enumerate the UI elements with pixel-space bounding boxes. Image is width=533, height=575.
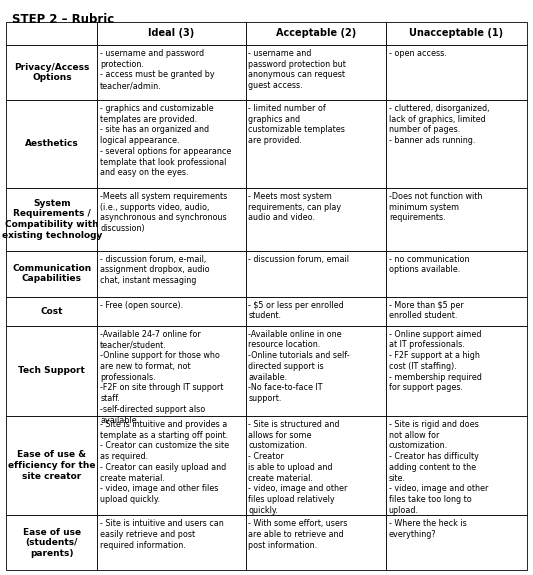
- Text: - open access.: - open access.: [389, 49, 447, 58]
- Text: Unacceptable (1): Unacceptable (1): [409, 28, 504, 39]
- Text: - no communication
options available.: - no communication options available.: [389, 255, 470, 274]
- Bar: [246, 416, 386, 515]
- Text: System
Requirements /
Compatibility with
existing technology: System Requirements / Compatibility with…: [2, 198, 102, 240]
- Text: -Available 24-7 online for
teacher/student.
-Online support for those who
are ne: -Available 24-7 online for teacher/stude…: [100, 329, 223, 424]
- Bar: [6, 297, 98, 325]
- Bar: [246, 297, 386, 325]
- Text: - limited number of
graphics and
customizable templates
are provided.: - limited number of graphics and customi…: [248, 104, 345, 145]
- Bar: [6, 22, 98, 45]
- Text: -Does not function with
minimum system
requirements.: -Does not function with minimum system r…: [389, 192, 482, 223]
- Bar: [386, 22, 527, 45]
- Text: - More than $5 per
enrolled student.: - More than $5 per enrolled student.: [389, 301, 464, 320]
- Text: Ideal (3): Ideal (3): [148, 28, 195, 39]
- Text: - username and password
protection.
- access must be granted by
teacher/admin.: - username and password protection. - ac…: [100, 49, 215, 90]
- Text: - graphics and customizable
templates are provided.
- site has an organized and
: - graphics and customizable templates ar…: [100, 104, 231, 178]
- Text: Ease of use
(students/
parents): Ease of use (students/ parents): [23, 528, 81, 558]
- Bar: [98, 515, 246, 570]
- Text: - discussion forum, e-mail,
assignment dropbox, audio
chat, instant messaging: - discussion forum, e-mail, assignment d…: [100, 255, 209, 285]
- Text: - Site is intuitive and users can
easily retrieve and post
required information.: - Site is intuitive and users can easily…: [100, 519, 224, 550]
- Text: STEP 2 – Rubric: STEP 2 – Rubric: [12, 13, 114, 26]
- Text: - Meets most system
requirements, can play
audio and video.: - Meets most system requirements, can pl…: [248, 192, 342, 223]
- Bar: [98, 100, 246, 188]
- Text: -Available online in one
resource location.
-Online tutorials and self-
directed: -Available online in one resource locati…: [248, 329, 350, 403]
- Bar: [386, 515, 527, 570]
- Text: - Site is rigid and does
not allow for
customization.
- Creator has difficulty
a: - Site is rigid and does not allow for c…: [389, 420, 488, 515]
- Bar: [246, 251, 386, 297]
- Bar: [98, 45, 246, 100]
- Text: - With some effort, users
are able to retrieve and
post information.: - With some effort, users are able to re…: [248, 519, 348, 550]
- Text: Acceptable (2): Acceptable (2): [276, 28, 356, 39]
- Bar: [6, 45, 98, 100]
- Bar: [246, 45, 386, 100]
- Bar: [6, 416, 98, 515]
- Bar: [6, 251, 98, 297]
- Bar: [98, 22, 246, 45]
- Bar: [98, 416, 246, 515]
- Bar: [6, 100, 98, 188]
- Text: - $5 or less per enrolled
student.: - $5 or less per enrolled student.: [248, 301, 344, 320]
- Bar: [98, 188, 246, 251]
- Text: - Free (open source).: - Free (open source).: [100, 301, 183, 309]
- Text: Aesthetics: Aesthetics: [25, 139, 79, 148]
- Bar: [386, 100, 527, 188]
- Bar: [246, 515, 386, 570]
- Text: - Site is structured and
allows for some
customization.
- Creator
is able to upl: - Site is structured and allows for some…: [248, 420, 348, 515]
- Text: - discussion forum, email: - discussion forum, email: [248, 255, 349, 264]
- Bar: [386, 251, 527, 297]
- Text: - username and
password protection but
anonymous can request
guest access.: - username and password protection but a…: [248, 49, 346, 90]
- Text: - Where the heck is
everything?: - Where the heck is everything?: [389, 519, 466, 539]
- Bar: [386, 45, 527, 100]
- Bar: [246, 188, 386, 251]
- Bar: [386, 416, 527, 515]
- Bar: [386, 188, 527, 251]
- Text: - Online support aimed
at IT professionals.
- F2F support at a high
cost (IT sta: - Online support aimed at IT professiona…: [389, 329, 482, 392]
- Bar: [246, 100, 386, 188]
- Bar: [246, 22, 386, 45]
- Text: Ease of use &
efficiency for the
site creator: Ease of use & efficiency for the site cr…: [8, 450, 95, 481]
- Text: Privacy/Access
Options: Privacy/Access Options: [14, 63, 90, 82]
- Bar: [98, 297, 246, 325]
- Bar: [6, 515, 98, 570]
- Text: Communication
Capabilities: Communication Capabilities: [12, 264, 92, 283]
- Bar: [386, 297, 527, 325]
- Text: -Meets all system requirements
(i.e., supports video, audio,
asynchronous and sy: -Meets all system requirements (i.e., su…: [100, 192, 228, 233]
- Bar: [6, 188, 98, 251]
- Text: Cost: Cost: [41, 306, 63, 316]
- Bar: [6, 325, 98, 416]
- Text: Tech Support: Tech Support: [19, 366, 85, 375]
- Bar: [246, 325, 386, 416]
- Bar: [98, 325, 246, 416]
- Bar: [98, 251, 246, 297]
- Text: - Site is intuitive and provides a
template as a starting off point.
- Creator c: - Site is intuitive and provides a templ…: [100, 420, 229, 504]
- Text: - cluttered, disorganized,
lack of graphics, limited
number of pages.
- banner a: - cluttered, disorganized, lack of graph…: [389, 104, 489, 145]
- Bar: [386, 325, 527, 416]
